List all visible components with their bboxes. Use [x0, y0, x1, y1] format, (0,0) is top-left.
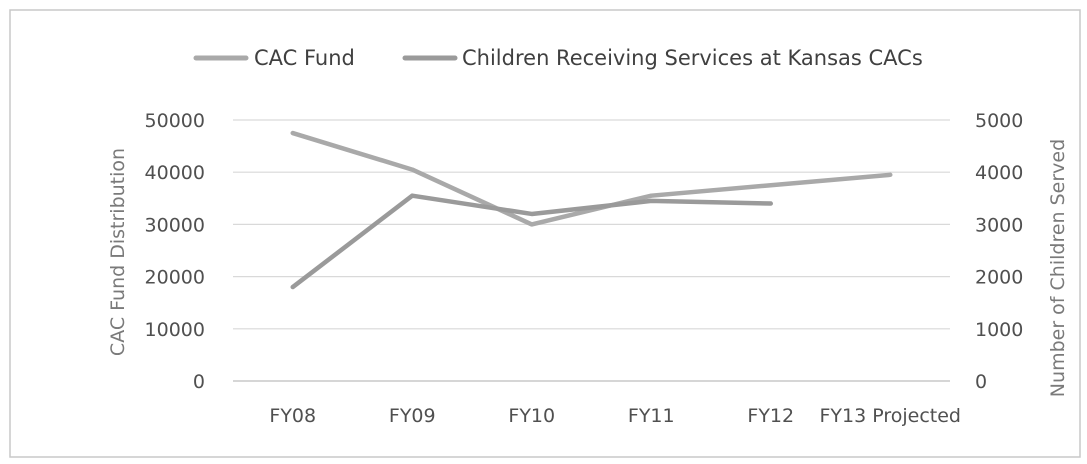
left-tick-label: 20000 — [145, 267, 205, 289]
left-tick-label: 0 — [193, 371, 205, 393]
right-axis-ticks: 0 1000 2000 3000 4000 5000 — [975, 110, 1023, 393]
right-tick-label: 3000 — [975, 214, 1023, 236]
right-tick-label: 0 — [975, 371, 987, 393]
x-tick-label: FY12 — [747, 405, 794, 427]
left-tick-label: 30000 — [145, 214, 205, 236]
legend: CAC Fund Children Receiving Services at … — [193, 46, 923, 70]
left-tick-label: 40000 — [145, 162, 205, 184]
x-tick-label: FY13 Projected — [819, 405, 961, 427]
right-tick-label: 1000 — [975, 319, 1023, 341]
right-axis-title: Number of Children Served — [1047, 139, 1069, 397]
left-tick-label: 10000 — [145, 319, 205, 341]
legend-label-children: Children Receiving Services at Kansas CA… — [462, 46, 923, 70]
series-lines — [290, 130, 893, 290]
series-line-cac-fund — [290, 130, 893, 227]
x-tick-label: FY08 — [269, 405, 316, 427]
x-tick-label: FY11 — [628, 405, 675, 427]
chart-border — [9, 9, 1081, 458]
right-tick-label: 5000 — [975, 110, 1023, 132]
right-tick-label: 4000 — [975, 162, 1023, 184]
legend-label-cac-fund: CAC Fund — [254, 46, 355, 70]
x-tick-label: FY10 — [508, 405, 555, 427]
gridlines — [233, 119, 950, 382]
left-axis-title: CAC Fund Distribution — [107, 148, 129, 356]
left-axis-ticks: 0 10000 20000 30000 40000 50000 — [145, 110, 205, 393]
x-axis-ticks: FY08 FY09 FY10 FY11 FY12 FY13 Projected — [269, 405, 961, 427]
right-tick-label: 2000 — [975, 267, 1023, 289]
left-tick-label: 50000 — [145, 110, 205, 132]
series-line-children-served — [290, 193, 773, 290]
x-tick-label: FY09 — [389, 405, 436, 427]
